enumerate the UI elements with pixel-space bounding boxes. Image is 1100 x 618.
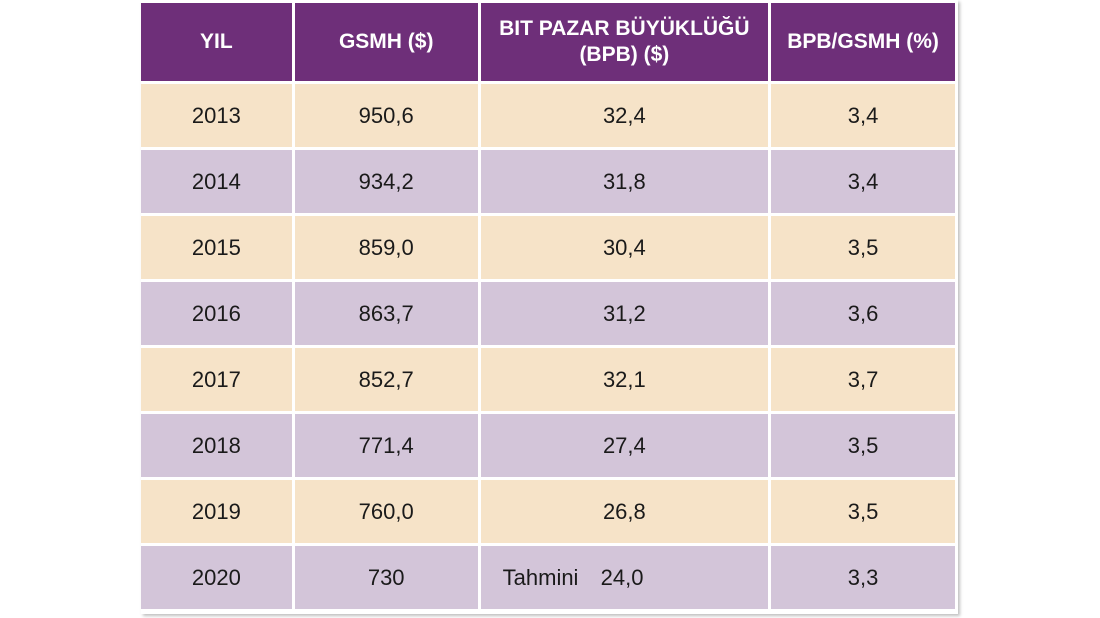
cell-ratio: 3,6 bbox=[771, 282, 955, 345]
cell-ratio: 3,5 bbox=[771, 414, 955, 477]
data-table-container: YIL GSMH ($) BIT PAZAR BÜYÜKLÜĞÜ (BPB) (… bbox=[141, 0, 958, 614]
table-header-row: YIL GSMH ($) BIT PAZAR BÜYÜKLÜĞÜ (BPB) (… bbox=[141, 3, 955, 81]
cell-year: 2018 bbox=[141, 414, 292, 477]
cell-bpb: 32,1 bbox=[480, 348, 769, 411]
cell-year: 2015 bbox=[141, 216, 292, 279]
cell-year: 2017 bbox=[141, 348, 292, 411]
estimate-note: Tahmini bbox=[502, 564, 579, 590]
cell-gsmh: 771,4 bbox=[294, 414, 478, 477]
cell-year: 2020 bbox=[141, 546, 292, 609]
table-row: 2019 760,0 26,8 3,5 bbox=[141, 480, 955, 543]
cell-gsmh: 859,0 bbox=[294, 216, 478, 279]
cell-gsmh: 934,2 bbox=[294, 150, 478, 213]
cell-year: 2014 bbox=[141, 150, 292, 213]
cell-gsmh: 863,7 bbox=[294, 282, 478, 345]
header-year: YIL bbox=[141, 3, 292, 81]
table-row: 2020 730 Tahmini 24,0 3,3 bbox=[141, 546, 955, 609]
cell-year: 2019 bbox=[141, 480, 292, 543]
cell-ratio: 3,7 bbox=[771, 348, 955, 411]
cell-ratio: 3,5 bbox=[771, 480, 955, 543]
cell-bpb: 26,8 bbox=[480, 480, 769, 543]
cell-year: 2016 bbox=[141, 282, 292, 345]
cell-bpb: 27,4 bbox=[480, 414, 769, 477]
cell-bpb: 30,4 bbox=[480, 216, 769, 279]
table-row: 2014 934,2 31,8 3,4 bbox=[141, 150, 955, 213]
table-row: 2016 863,7 31,2 3,6 bbox=[141, 282, 955, 345]
cell-ratio: 3,4 bbox=[771, 84, 955, 147]
data-table: YIL GSMH ($) BIT PAZAR BÜYÜKLÜĞÜ (BPB) (… bbox=[138, 0, 958, 612]
cell-year: 2013 bbox=[141, 84, 292, 147]
cell-bpb: 32,4 bbox=[480, 84, 769, 147]
header-gsmh: GSMH ($) bbox=[294, 3, 478, 81]
cell-ratio: 3,4 bbox=[771, 150, 955, 213]
cell-bpb: 31,2 bbox=[480, 282, 769, 345]
cell-gsmh: 760,0 bbox=[294, 480, 478, 543]
table-row: 2018 771,4 27,4 3,5 bbox=[141, 414, 955, 477]
cell-bpb: Tahmini 24,0 bbox=[480, 546, 769, 609]
cell-bpb: 31,8 bbox=[480, 150, 769, 213]
table-row: 2013 950,6 32,4 3,4 bbox=[141, 84, 955, 147]
header-bpb-line1: BIT PAZAR BÜYÜKLÜĞÜ bbox=[499, 17, 750, 40]
cell-gsmh: 852,7 bbox=[294, 348, 478, 411]
header-ratio: BPB/GSMH (%) bbox=[771, 3, 955, 81]
estimate-value: 24,0 bbox=[600, 564, 644, 590]
cell-gsmh: 730 bbox=[294, 546, 478, 609]
table-row: 2015 859,0 30,4 3,5 bbox=[141, 216, 955, 279]
cell-gsmh: 950,6 bbox=[294, 84, 478, 147]
cell-ratio: 3,3 bbox=[771, 546, 955, 609]
header-bpb-line2: (BPB) ($) bbox=[579, 43, 670, 66]
cell-ratio: 3,5 bbox=[771, 216, 955, 279]
header-bpb: BIT PAZAR BÜYÜKLÜĞÜ (BPB) ($) bbox=[480, 3, 769, 81]
table-row: 2017 852,7 32,1 3,7 bbox=[141, 348, 955, 411]
